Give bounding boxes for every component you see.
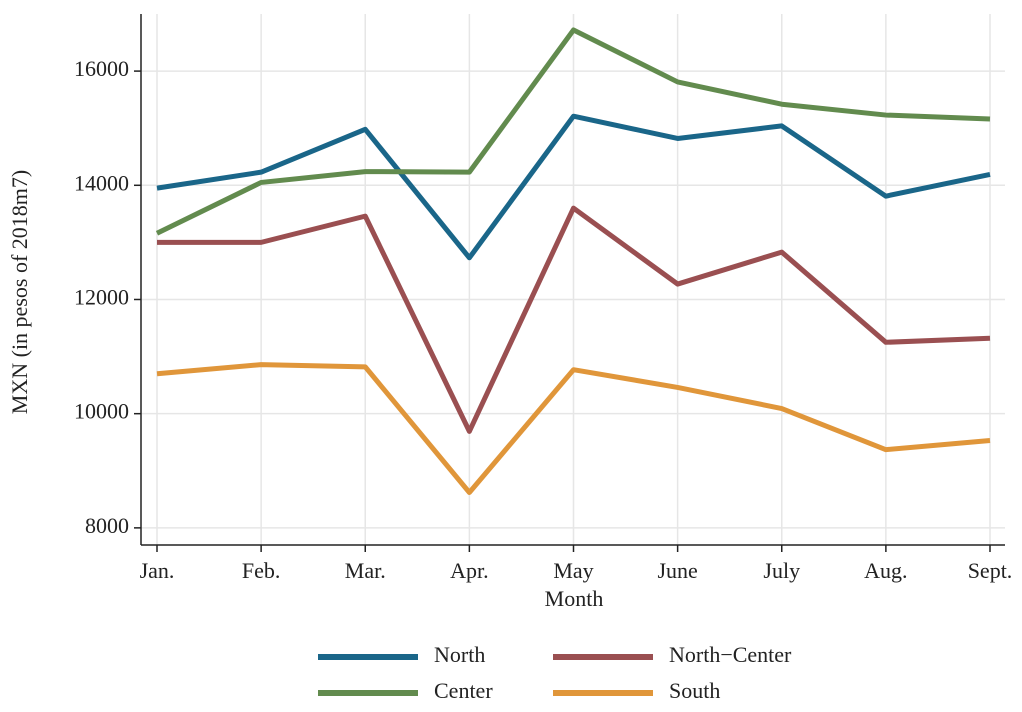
y-tick-label: 12000: [74, 285, 129, 310]
x-tick-label: June: [657, 558, 697, 583]
y-tick-label: 8000: [85, 513, 129, 538]
series-line: [155, 27, 991, 236]
x-tick-label: Mar.: [345, 558, 386, 583]
y-tick-label: 14000: [74, 170, 129, 195]
y-axis-label: MXN (in pesos of 2018m7): [7, 170, 32, 414]
legend-label: North: [434, 642, 485, 667]
legend-label: Center: [434, 678, 493, 703]
x-tick-label: Apr.: [450, 558, 489, 583]
x-tick-label: Aug.: [864, 558, 907, 583]
x-tick-label: Feb.: [242, 558, 281, 583]
series-line: [156, 362, 991, 495]
x-tick-label: Sept.: [968, 558, 1013, 583]
x-axis-label: Month: [545, 586, 604, 611]
series-line: [156, 113, 991, 261]
legend-label: South: [669, 678, 720, 703]
legend-label: North−Center: [669, 642, 792, 667]
y-tick-label: 10000: [74, 399, 129, 424]
y-tick-label: 16000: [74, 56, 129, 81]
x-tick-label: July: [763, 558, 800, 583]
series-line: [157, 205, 991, 434]
x-tick-label: Jan.: [140, 558, 175, 583]
x-tick-label: May: [553, 558, 593, 583]
